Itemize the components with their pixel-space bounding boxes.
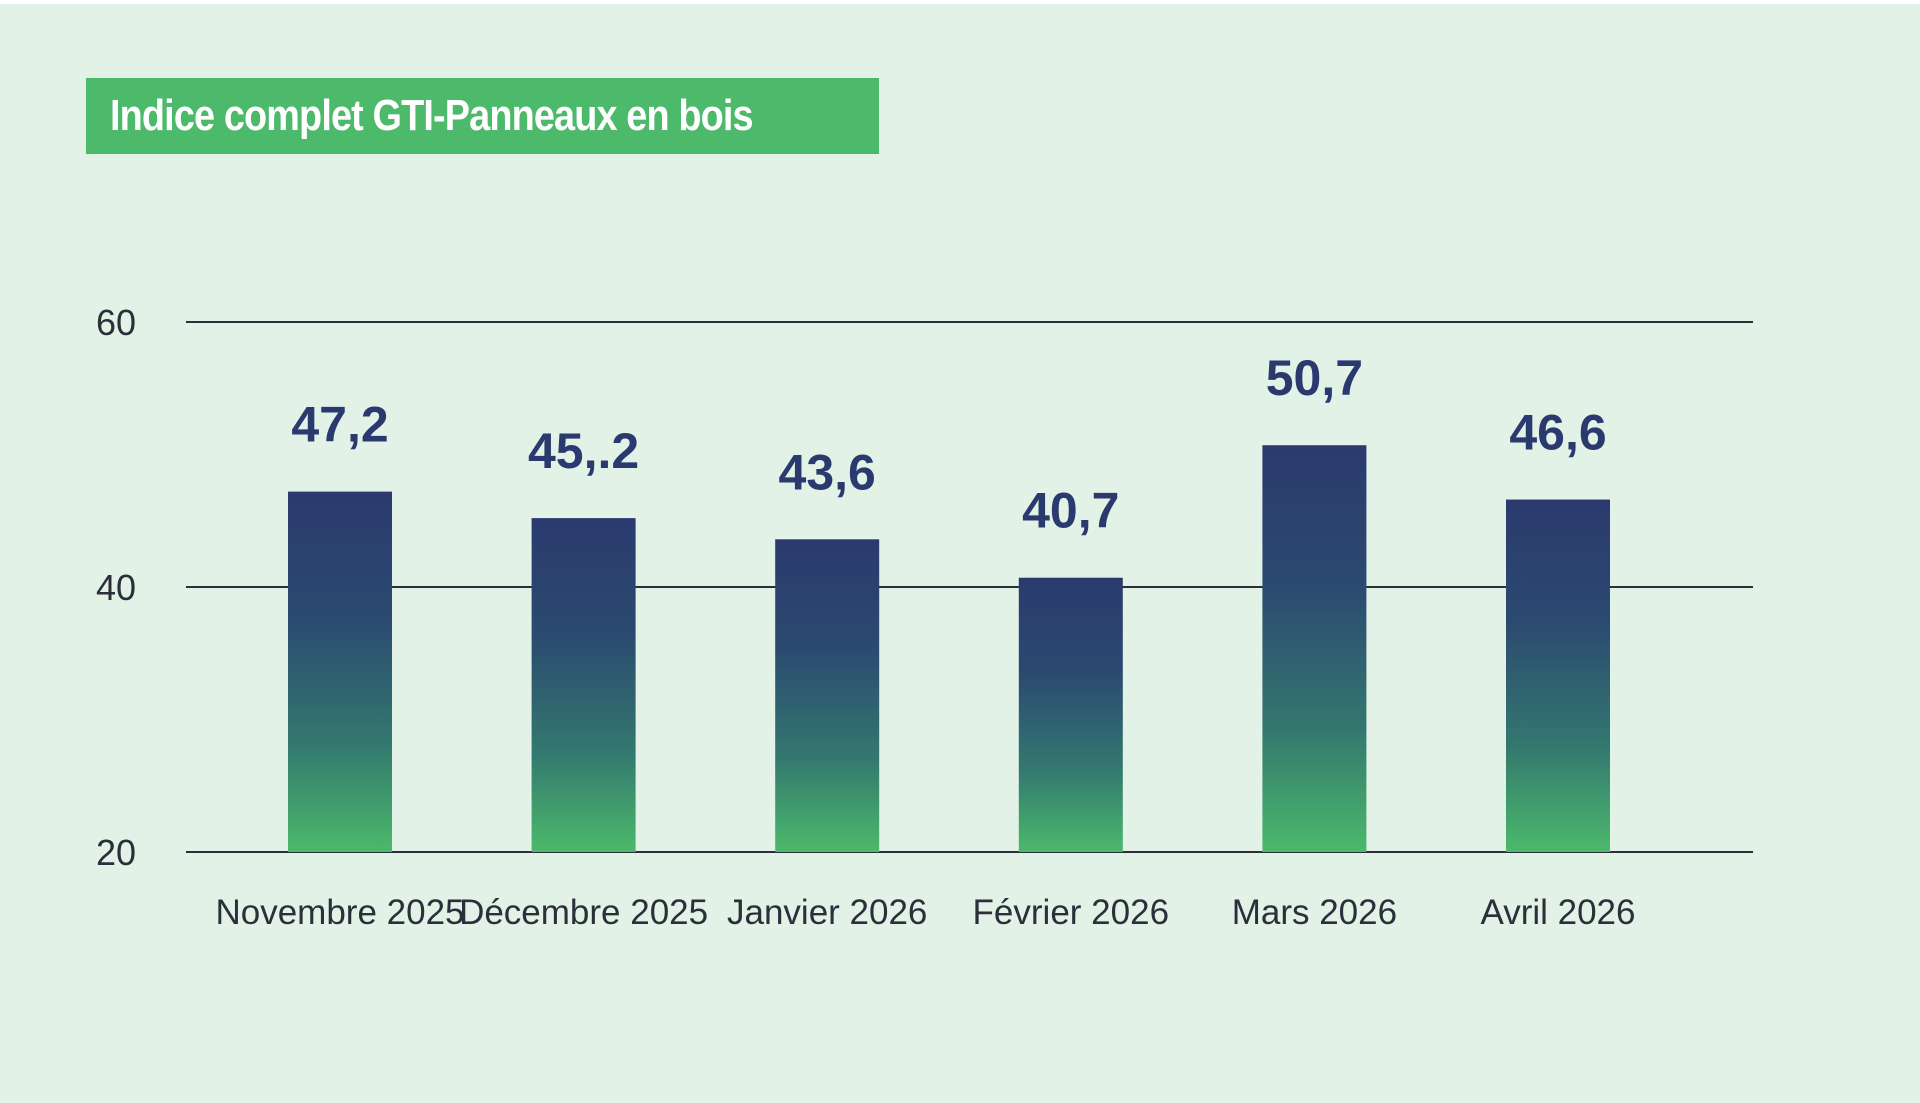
bar-1 [531, 518, 636, 852]
category-label-3: Février 2026 [973, 893, 1169, 932]
bar-5 [1506, 499, 1610, 852]
labels: 20 40 60 47,2 Novembre 2025 45,.2 Décembre 202… [96, 302, 1636, 932]
bar-0 [288, 491, 392, 852]
bar-2 [775, 539, 880, 852]
chart-title: Indice complet GTI-Panneaux en bois [110, 91, 754, 140]
gridlines [186, 321, 1753, 853]
category-label-5: Avril 2026 [1480, 893, 1635, 932]
value-label-4: 50,7 [1266, 350, 1363, 406]
value-label-2: 43,6 [779, 444, 876, 500]
category-label-0: Novembre 2025 [215, 893, 464, 932]
value-label-1: 45,.2 [528, 423, 639, 479]
value-label-5: 46,6 [1509, 405, 1606, 461]
y-tick-label-40: 40 [96, 567, 136, 608]
category-label-4: Mars 2026 [1232, 893, 1397, 932]
bar-4 [1262, 445, 1367, 852]
bars [288, 445, 1610, 852]
category-label-1: Décembre 2025 [459, 893, 708, 932]
value-label-3: 40,7 [1022, 483, 1119, 539]
category-label-2: Janvier 2026 [727, 893, 927, 932]
value-label-0: 47,2 [291, 397, 388, 453]
y-tick-label-20: 20 [96, 832, 136, 873]
bar-3 [1018, 577, 1123, 852]
chart-title-box: Indice complet GTI-Panneaux en bois [86, 78, 880, 154]
y-tick-label-60: 60 [96, 302, 136, 343]
